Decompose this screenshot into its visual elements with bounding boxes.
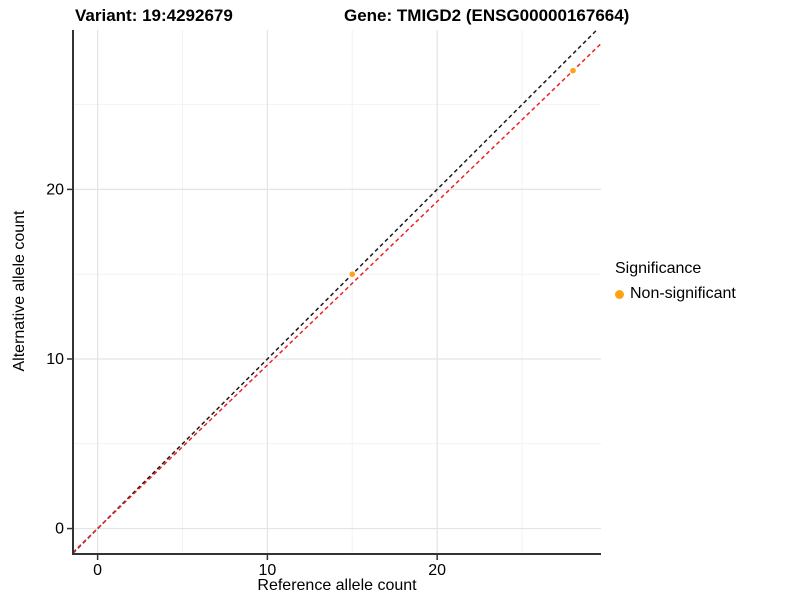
gene-title: Gene: TMIGD2 (ENSG00000167664) — [344, 6, 630, 25]
identity-line — [73, 30, 598, 554]
x-tick-label: 20 — [428, 562, 446, 579]
fit-line — [73, 43, 601, 553]
legend-item-nonsignificant: Non-significant — [615, 285, 736, 303]
data-point — [349, 271, 356, 277]
y-tick-label: 10 — [46, 351, 64, 368]
variant-title: Variant: 19:4292679 — [75, 6, 233, 25]
legend: Significance Non-significant — [615, 260, 736, 303]
data-point — [570, 67, 576, 74]
legend-title: Significance — [615, 260, 702, 277]
y-tick-label: 20 — [46, 181, 64, 198]
x-tick-label: 10 — [258, 562, 276, 579]
y-axis-label: Alternative allele count — [11, 210, 28, 372]
x-tick-label: 0 — [93, 562, 102, 579]
x-axis-label: Reference allele count — [257, 577, 417, 594]
legend-item-label: Non-significant — [630, 285, 736, 302]
nonsignificant-point-icon — [615, 289, 624, 299]
y-tick-label: 0 — [55, 521, 64, 538]
